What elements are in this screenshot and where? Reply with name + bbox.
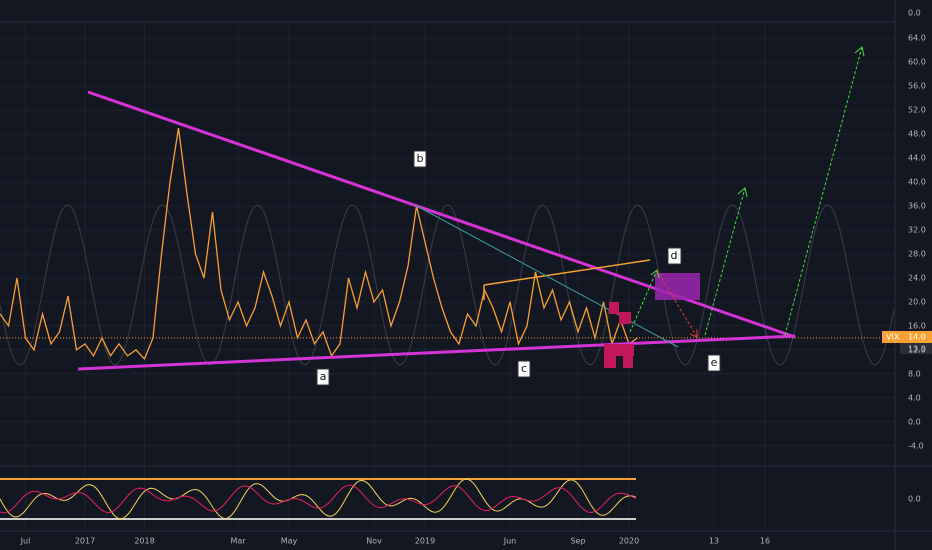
arrow-head — [737, 187, 748, 198]
price-symbol: VIX — [886, 333, 900, 342]
annotation: e — [707, 354, 721, 372]
trendline — [414, 204, 679, 348]
x-tick-label: Nov — [366, 537, 382, 546]
annotation-box — [413, 150, 427, 168]
wave-marker — [616, 344, 634, 356]
second-price: 13.9 — [908, 345, 926, 354]
price-layer — [0, 127, 895, 361]
wave-marker — [604, 344, 616, 368]
x-tick-label: May — [281, 537, 298, 546]
trendline — [77, 334, 796, 371]
annotation-text: d — [671, 249, 678, 262]
annotation-text: e — [711, 356, 718, 369]
trendline — [483, 259, 651, 286]
x-tick-label: 2020 — [619, 537, 639, 546]
drawings — [77, 46, 865, 371]
annotation-text: c — [521, 362, 527, 375]
y-tick-label: 52.0 — [908, 106, 926, 115]
annotation-box — [517, 360, 531, 378]
target-zone — [655, 273, 700, 300]
arrow-head — [854, 46, 865, 57]
y-tick-label: 20.0 — [908, 297, 926, 306]
x-tick-label: 2017 — [75, 537, 95, 546]
y-tick-label: 44.0 — [908, 154, 926, 163]
osc-tick: 0.0 — [908, 495, 921, 504]
annotation-box — [667, 247, 682, 265]
x-tick-label: 2019 — [415, 537, 435, 546]
y-tick-label: 40.0 — [908, 178, 926, 187]
annotation: c — [517, 360, 531, 378]
x-tick-label: 13 — [709, 537, 719, 546]
x-tick-label: Jun — [503, 537, 517, 546]
y-tick-label: 60.0 — [908, 58, 926, 67]
y-tick-label: 48.0 — [908, 130, 926, 139]
y-tick-label: 0.0 — [908, 417, 921, 426]
x-tick-label: Jul — [20, 537, 31, 546]
y-tick-label: -4.0 — [908, 441, 924, 450]
arrow-head — [689, 329, 698, 338]
y-tick-label: 36.0 — [908, 202, 926, 211]
osc-line — [0, 478, 637, 520]
price-badge — [900, 343, 932, 354]
wave-marker — [623, 356, 633, 368]
y-tick-label: 12.0 — [908, 345, 926, 354]
osc-line — [0, 484, 637, 514]
projection-arrow — [629, 269, 658, 333]
annotation-text: a — [320, 370, 327, 383]
projection-arrow — [704, 187, 746, 336]
annotation: b — [413, 150, 427, 168]
annotation-box — [707, 354, 721, 372]
annotation: d — [667, 247, 682, 265]
top-pane-tick: 0.0 — [908, 9, 921, 18]
annotation: a — [316, 368, 330, 386]
x-tick-label: Sep — [570, 537, 585, 546]
x-tick-label: 2018 — [134, 537, 154, 546]
x-tick-label: Mar — [230, 537, 246, 546]
y-tick-label: 28.0 — [908, 249, 926, 258]
y-tick-label: 56.0 — [908, 82, 926, 91]
wave-marker — [609, 302, 619, 314]
y-tick-label: 64.0 — [908, 34, 926, 43]
y-tick-label: 16.0 — [908, 321, 926, 330]
y-tick-label: 8.0 — [908, 369, 921, 378]
annotation-text: b — [417, 152, 424, 165]
wave-marker — [619, 312, 631, 324]
y-tick-label: 4.0 — [908, 393, 921, 402]
annotation-box — [316, 368, 330, 386]
last-price: 14.0 — [908, 333, 926, 342]
price-badge — [882, 331, 932, 343]
oscillator — [0, 478, 637, 520]
cycle-wave — [0, 204, 895, 366]
y-tick-label: 24.0 — [908, 273, 926, 282]
projection-arrow — [656, 269, 698, 338]
y-tick-label: 32.0 — [908, 226, 926, 235]
x-tick-label: 16 — [760, 537, 770, 546]
